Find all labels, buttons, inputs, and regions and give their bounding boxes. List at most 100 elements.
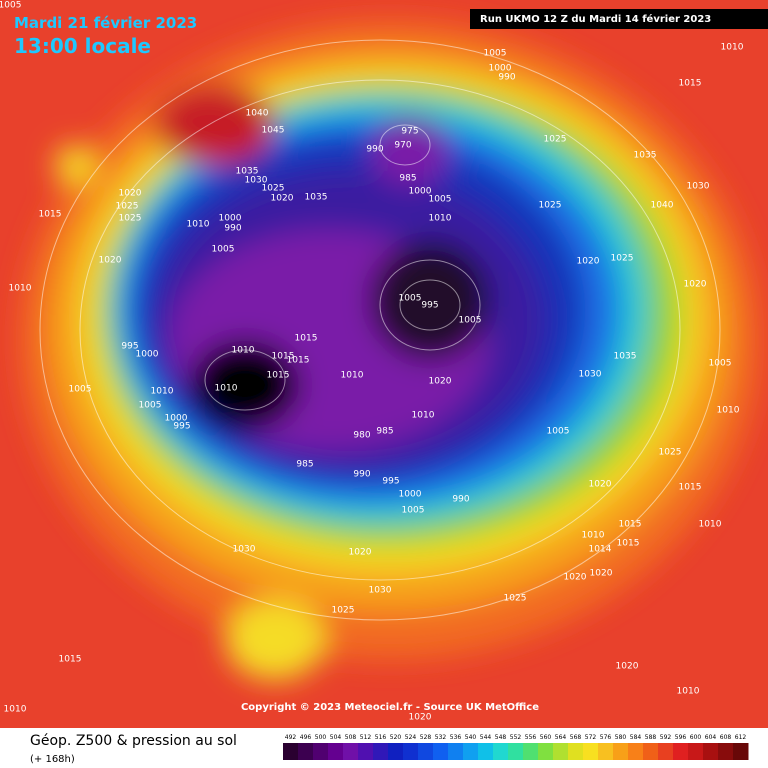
- isobar-label: 1020: [349, 548, 372, 558]
- colorbar-swatch: [583, 743, 599, 760]
- isobar-label: 1030: [369, 586, 392, 596]
- colorbar-label: 496: [300, 734, 312, 741]
- colorbar-label: 500: [315, 734, 327, 741]
- isobar-label: 1025: [116, 202, 139, 212]
- isobar-label: 990: [452, 495, 469, 505]
- colorbar-swatch: [628, 743, 644, 760]
- isobar-label: 1015: [272, 352, 295, 362]
- copyright: Copyright © 2023 Meteociel.fr - Source U…: [241, 702, 539, 713]
- isobar-label: 1005: [212, 245, 235, 255]
- isobar-label: 1000: [219, 214, 242, 224]
- date: Mardi 21 février 2023: [14, 14, 197, 32]
- isobar-label: 1005: [459, 316, 482, 326]
- isobar-label: 1030: [579, 370, 602, 380]
- colorbar-label: 552: [510, 734, 522, 741]
- colorbar-swatch: [313, 743, 329, 760]
- isobar-label: 1015: [267, 371, 290, 381]
- isobar-label: 1025: [539, 201, 562, 211]
- colorbar-label: 608: [720, 734, 732, 741]
- isobar-label: 1015: [619, 520, 642, 530]
- isobar-label: 1005: [139, 401, 162, 411]
- isobar-label: 995: [421, 301, 438, 311]
- colorbar-swatch: [463, 743, 479, 760]
- colorbar-swatch: [283, 743, 299, 760]
- colorbar-swatch: [703, 743, 719, 760]
- isobar-label: 1010: [412, 411, 435, 421]
- colorbar-label: 524: [405, 734, 417, 741]
- colorbar-swatch: [643, 743, 659, 760]
- isobar-label: 1035: [614, 352, 637, 362]
- isobar-label: 1000: [136, 350, 159, 360]
- isobar-label: 975: [401, 127, 418, 137]
- colorbar-swatch: [673, 743, 689, 760]
- isobar-label: 1010: [341, 371, 364, 381]
- isobar-label: 1010: [677, 687, 700, 697]
- geopotential-field: [0, 0, 768, 728]
- colorbar-label: 576: [600, 734, 612, 741]
- footer-title: Géop. Z500 & pression au sol: [30, 733, 237, 749]
- isobar-label: 990: [353, 470, 370, 480]
- colorbar-swatch: [523, 743, 539, 760]
- colorbar-label: 580: [615, 734, 627, 741]
- isobar-label: 1035: [305, 193, 328, 203]
- isobar-label: 995: [382, 477, 399, 487]
- colorbar-swatch: [733, 743, 749, 760]
- isobar-label: 1020: [684, 280, 707, 290]
- isobar-label: 1025: [659, 448, 682, 458]
- colorbar-label: 540: [465, 734, 477, 741]
- isobar-label: 1025: [262, 184, 285, 194]
- isobar-label: 970: [394, 141, 411, 151]
- colorbar-label: 604: [705, 734, 717, 741]
- isobar-label: 1035: [236, 167, 259, 177]
- colorbar-swatch: [343, 743, 359, 760]
- isobar-label: 1045: [262, 126, 285, 136]
- isobar-label: 985: [399, 174, 416, 184]
- isobar-label: 1020: [564, 573, 587, 583]
- isobar-label: 1040: [651, 201, 674, 211]
- isobar-label: 1005: [0, 1, 21, 11]
- isobar-label: 1005: [709, 359, 732, 369]
- isobar-label: 1005: [484, 49, 507, 59]
- colorbar-label: 560: [540, 734, 552, 741]
- isobar-label: 1025: [611, 254, 634, 264]
- isobar-label: 1010: [4, 705, 27, 715]
- colorbar-swatch: [373, 743, 389, 760]
- colorbar-label: 492: [285, 734, 297, 741]
- colorbar-swatch: [328, 743, 344, 760]
- isobar-label: 1005: [402, 506, 425, 516]
- isobar-label: 1015: [59, 655, 82, 665]
- colorbar-label: 592: [660, 734, 672, 741]
- run-info: Run UKMO 12 Z du Mardi 14 février 2023: [480, 13, 711, 25]
- isobar-label: 1020: [589, 480, 612, 490]
- colorbar-swatch: [433, 743, 449, 760]
- isobar-label: 1000: [409, 187, 432, 197]
- isobar-label: 1000: [165, 414, 188, 424]
- isobar-label: 1025: [332, 606, 355, 616]
- isobar-label: 1005: [399, 294, 422, 304]
- colorbar-swatch: [298, 743, 314, 760]
- colorbar-label: 568: [570, 734, 582, 741]
- isobar-label: 1010: [699, 520, 722, 530]
- colorbar-swatch: [538, 743, 554, 760]
- isobar-label: 1040: [246, 109, 269, 119]
- colorbar-label: 512: [360, 734, 372, 741]
- colorbar-swatch: [508, 743, 524, 760]
- isobar-label: 1020: [119, 189, 142, 199]
- colorbar-swatch: [358, 743, 374, 760]
- isobar-label: 1000: [489, 64, 512, 74]
- colorbar-swatch: [688, 743, 704, 760]
- colorbar-swatch: [418, 743, 434, 760]
- colorbar-label: 504: [330, 734, 342, 741]
- isobar-label: 995: [173, 422, 190, 432]
- isobar-label: 1015: [679, 483, 702, 493]
- isobar-label: 1020: [271, 194, 294, 204]
- colorbar-label: 572: [585, 734, 597, 741]
- colorbar-label: 612: [735, 734, 747, 741]
- isobar-label: 1015: [39, 210, 62, 220]
- isobar-label: 990: [224, 224, 241, 234]
- isobar-label: 1005: [429, 195, 452, 205]
- isobar-label: 1025: [119, 214, 142, 224]
- colorbar-swatch: [493, 743, 509, 760]
- colorbar: 492 496 500 504 508 512 516 520 524 528 532 536 540 5…: [283, 734, 749, 760]
